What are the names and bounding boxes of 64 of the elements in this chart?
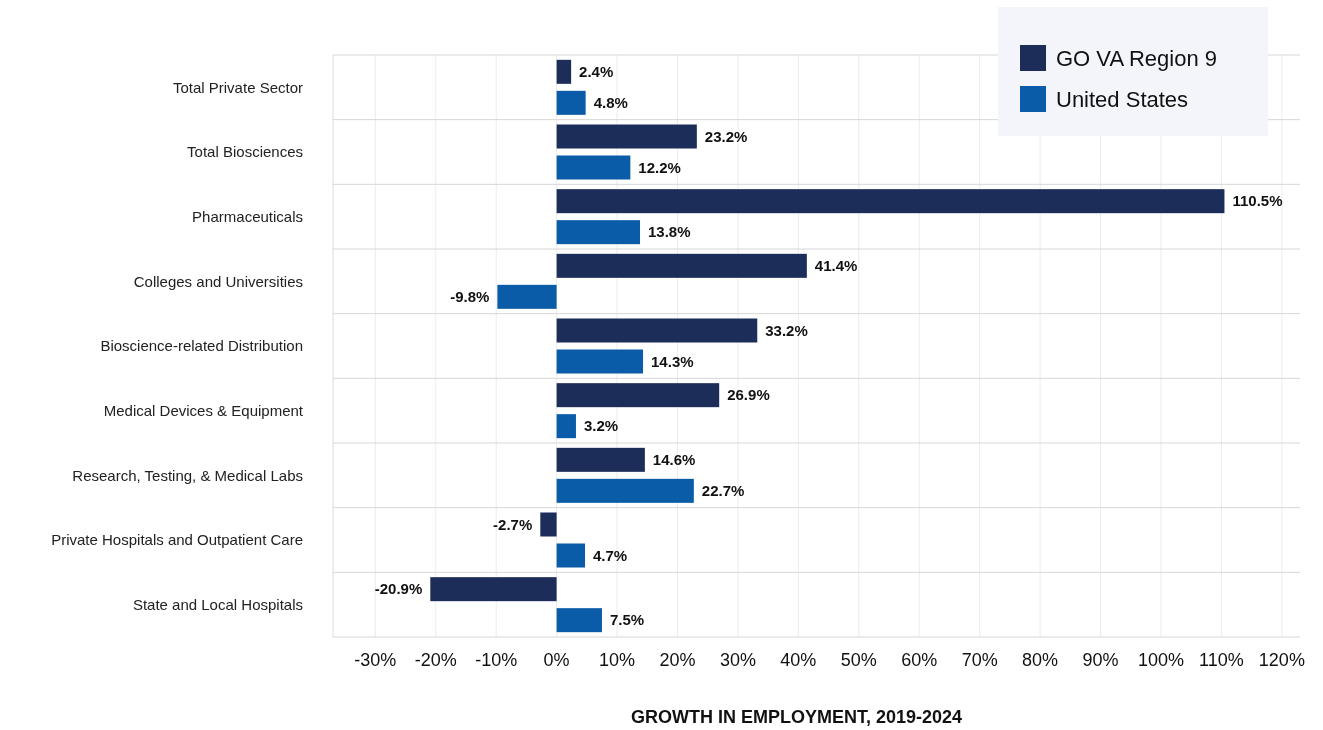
data-label: 2.4% — [579, 63, 614, 81]
data-label: 14.3% — [651, 352, 694, 370]
x-tick-label: 90% — [1082, 650, 1119, 670]
data-label: -9.8% — [450, 288, 490, 306]
x-tick-label: 120% — [1258, 650, 1305, 670]
y-tick-label: Total Private Sector — [172, 78, 303, 96]
bar — [556, 253, 807, 278]
x-tick-label: 20% — [659, 650, 696, 670]
data-label: 4.8% — [593, 94, 628, 112]
data-label: -20.9% — [374, 580, 423, 598]
bar — [556, 447, 645, 472]
bar — [556, 155, 631, 180]
data-label: -2.7% — [493, 515, 533, 533]
x-tick-label: -10% — [475, 650, 518, 670]
y-tick-label: State and Local Hospitals — [132, 595, 303, 613]
x-tick-label: 40% — [780, 650, 817, 670]
bar — [556, 478, 694, 503]
bar — [556, 543, 586, 568]
y-tick-label: Research, Testing, & Medical Labs — [72, 466, 303, 484]
data-label: 22.7% — [701, 482, 745, 500]
data-label: 33.2% — [765, 321, 808, 339]
legend-label: United States — [1056, 86, 1189, 112]
data-label: 23.2% — [704, 127, 748, 145]
data-label: 26.9% — [727, 386, 770, 404]
bar — [497, 284, 557, 309]
legend-label: GO VA Region 9 — [1056, 45, 1218, 71]
bar — [556, 220, 641, 245]
bar — [556, 383, 720, 408]
bar — [556, 608, 602, 633]
bar — [556, 90, 586, 115]
bar — [556, 414, 576, 439]
y-tick-label: Private Hospitals and Outpatient Care — [51, 531, 303, 549]
data-label: 4.7% — [593, 546, 628, 564]
bar — [556, 318, 758, 343]
x-tick-label: 30% — [719, 650, 756, 670]
x-tick-label: -20% — [414, 650, 457, 670]
x-tick-label: 60% — [901, 650, 938, 670]
data-label: 12.2% — [638, 158, 681, 176]
x-tick-label: 80% — [1022, 650, 1059, 670]
bar — [556, 124, 697, 149]
bar — [556, 59, 572, 84]
bar — [540, 512, 557, 537]
x-axis-title: GROWTH IN EMPLOYMENT, 2019-2024 — [630, 707, 963, 727]
y-tick-label: Pharmaceuticals — [192, 207, 303, 225]
y-tick-label: Colleges and Universities — [133, 272, 303, 290]
x-tick-label: 10% — [599, 650, 636, 670]
bar — [430, 577, 557, 602]
x-tick-label: -30% — [354, 650, 397, 670]
bar — [556, 189, 1225, 214]
data-label: 41.4% — [814, 257, 858, 275]
data-label: 3.2% — [583, 417, 619, 435]
data-label: 14.6% — [652, 451, 696, 469]
y-tick-label: Total Biosciences — [187, 143, 303, 161]
x-tick-label: 70% — [961, 650, 998, 670]
y-tick-label: Bioscience-related Distribution — [100, 337, 303, 355]
x-tick-label: 110% — [1199, 650, 1244, 670]
bar — [556, 349, 644, 374]
data-label: 7.5% — [609, 611, 645, 629]
data-label: 110.5% — [1232, 192, 1283, 210]
x-tick-label: 0% — [543, 650, 570, 670]
y-tick-label: Medical Devices & Equipment — [103, 401, 304, 419]
x-tick-label: 100% — [1137, 650, 1185, 670]
x-tick-label: 50% — [840, 650, 877, 670]
data-label: 13.8% — [648, 223, 691, 241]
